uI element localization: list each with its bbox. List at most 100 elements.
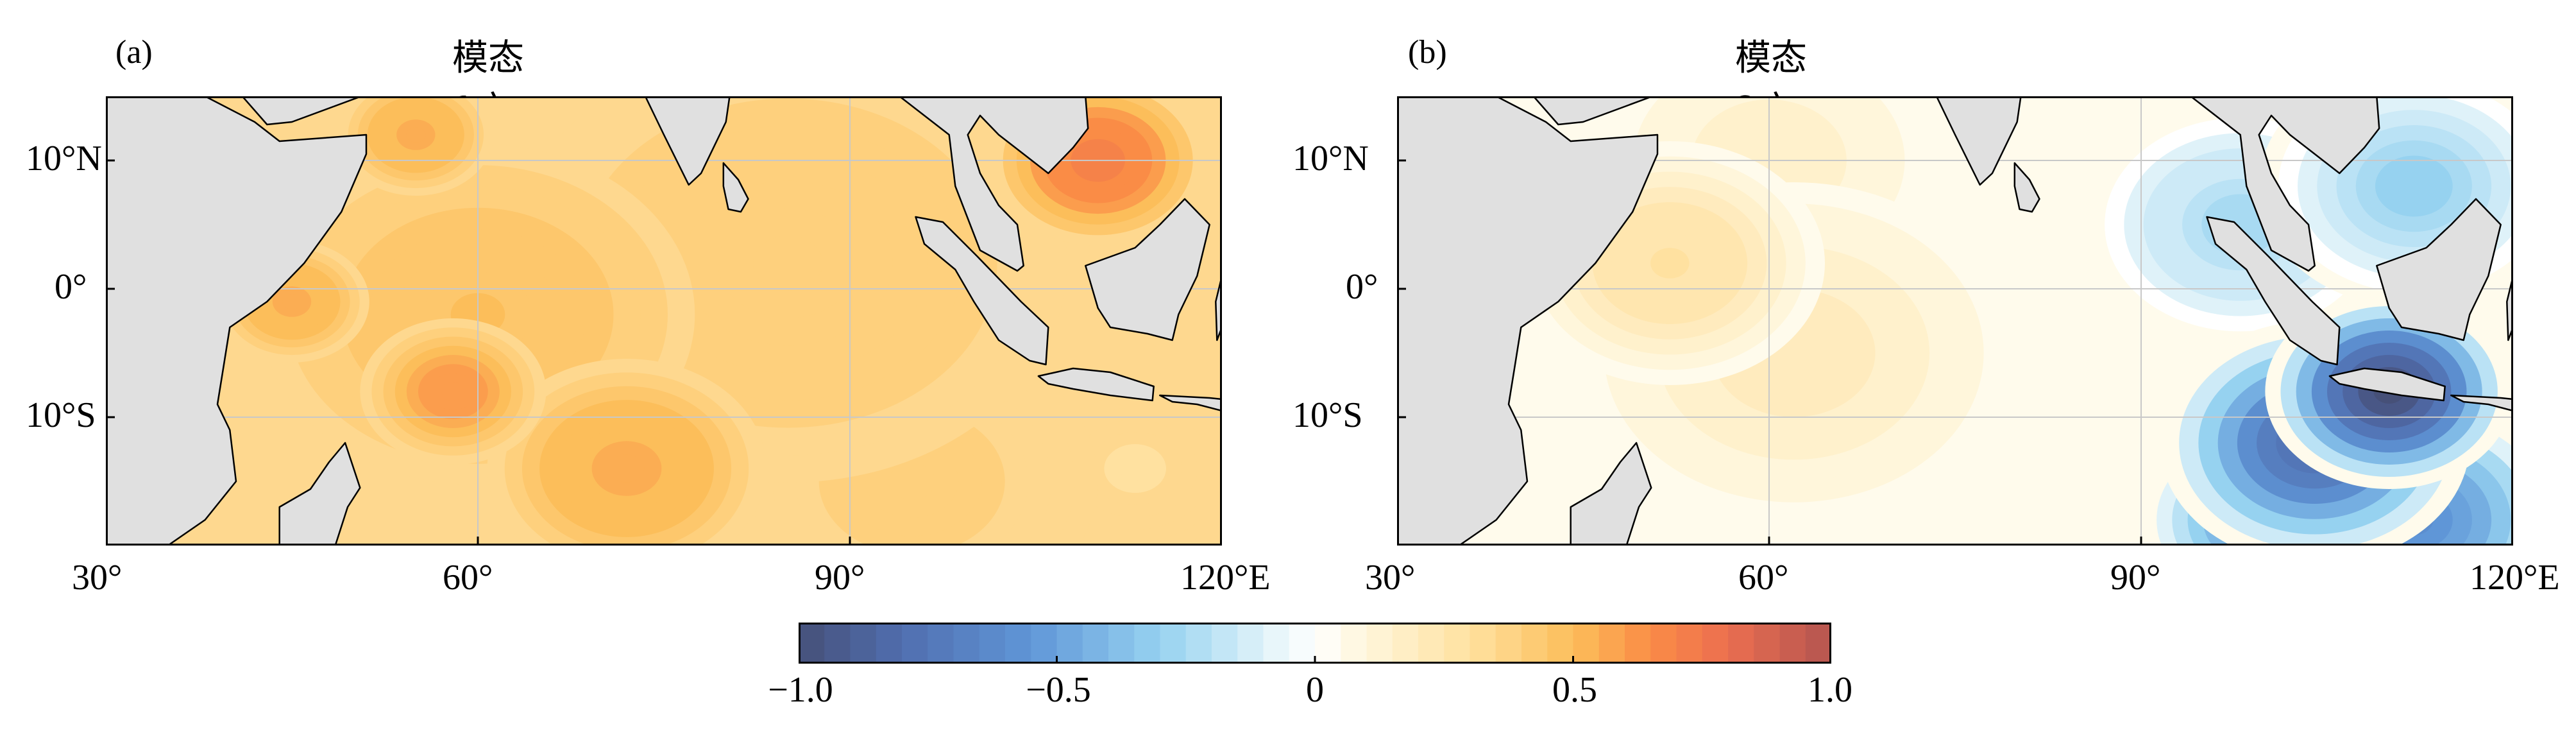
sumatra-landmass bbox=[2206, 216, 2341, 366]
colorbar-cell bbox=[953, 623, 980, 664]
colorbar-svg bbox=[799, 623, 1831, 664]
colorbar-cell bbox=[1598, 623, 1625, 664]
colorbar-cell bbox=[799, 623, 825, 664]
colorbar-tick-neg1: −1.0 bbox=[768, 670, 833, 710]
colorbar-cell bbox=[902, 623, 928, 664]
panel-b-lon-tick-120e: 120°E bbox=[2470, 558, 2560, 598]
colorbar-cell bbox=[824, 623, 851, 664]
colorbar-cell bbox=[1754, 623, 1781, 664]
colorbar-cell bbox=[979, 623, 1006, 664]
colorbar-cell bbox=[1444, 623, 1471, 664]
africa-landmass bbox=[106, 96, 368, 546]
madagascar-landmass bbox=[278, 442, 361, 546]
colorbar-cell bbox=[1779, 623, 1806, 664]
indochina-landmass bbox=[874, 96, 1089, 272]
contour-ring bbox=[1650, 248, 1690, 279]
colorbar-cell bbox=[1160, 623, 1187, 664]
colorbar-cell bbox=[1495, 623, 1522, 664]
panel-a-lon-tick-30: 30° bbox=[72, 558, 123, 598]
colorbar-cell bbox=[1366, 623, 1393, 664]
contour-ring bbox=[282, 294, 302, 309]
panel-b-label: (b) bbox=[1408, 34, 1447, 71]
colorbar-cell bbox=[1676, 623, 1703, 664]
contour-ring bbox=[888, 463, 935, 500]
panel-b-lat-tick-10n: 10°N bbox=[1292, 139, 1369, 178]
colorbar-cell bbox=[1263, 623, 1290, 664]
map-border bbox=[1397, 96, 2513, 546]
colorbar-cell bbox=[1289, 623, 1316, 664]
contour-ring bbox=[2394, 171, 2434, 202]
panel-a-lon-tick-120e: 120°E bbox=[1180, 558, 1271, 598]
colorbar-cell bbox=[1547, 623, 1574, 664]
borneo-landmass bbox=[1085, 198, 1210, 341]
colorbar-cell bbox=[1082, 623, 1109, 664]
colorbar-cell bbox=[1341, 623, 1368, 664]
india-landmass bbox=[601, 96, 731, 186]
lesser-sunda-landmass bbox=[2450, 394, 2513, 412]
colorbar-cell bbox=[1470, 623, 1496, 664]
lesser-sunda-landmass bbox=[1159, 394, 1222, 412]
colorbar-cell bbox=[1315, 623, 1341, 664]
panel-a-map-svg bbox=[106, 96, 1222, 546]
panel-b-lat-tick-10s: 10°S bbox=[1292, 395, 1363, 435]
colorbar-cell bbox=[1650, 623, 1677, 664]
indochina-landmass bbox=[2165, 96, 2380, 272]
madagascar-landmass bbox=[1570, 442, 1652, 546]
panel-b-lat-tick-0: 0° bbox=[1346, 267, 1378, 307]
panel-b-lon-tick-90: 90° bbox=[2110, 558, 2161, 598]
colorbar-cell bbox=[1031, 623, 1058, 664]
panel-b-lon-tick-30: 30° bbox=[1365, 558, 1416, 598]
map-border bbox=[106, 96, 1222, 546]
colorbar-cell bbox=[1418, 623, 1445, 664]
colorbar-cell bbox=[1625, 623, 1651, 664]
panel-a-lon-tick-60: 60° bbox=[443, 558, 493, 598]
colorbar-cell bbox=[850, 623, 877, 664]
panel-a-lon-tick-90: 90° bbox=[815, 558, 865, 598]
panel-b-lon-tick-60: 60° bbox=[1738, 558, 1789, 598]
sri-lanka-landmass bbox=[2013, 162, 2040, 213]
contour-ring bbox=[752, 236, 823, 291]
contour-ring bbox=[406, 127, 426, 142]
africa-landmass bbox=[1397, 96, 1659, 546]
colorbar-cell bbox=[928, 623, 954, 664]
panel-a-lat-tick-10s: 10°S bbox=[26, 395, 96, 435]
land-layer bbox=[1397, 96, 2513, 546]
colorbar-cell bbox=[1805, 623, 1831, 664]
colorbar-tick-neg05: −0.5 bbox=[1026, 670, 1091, 710]
java-landmass bbox=[1037, 367, 1155, 402]
arabia-landmass bbox=[229, 96, 380, 126]
colorbar-cell bbox=[1134, 623, 1161, 664]
colorbar-cell bbox=[1573, 623, 1600, 664]
colorbar-cell bbox=[1392, 623, 1419, 664]
colorbar-tick-1: 1.0 bbox=[1808, 670, 1852, 710]
borneo-landmass bbox=[2376, 198, 2502, 341]
sri-lanka-landmass bbox=[722, 162, 749, 213]
colorbar-cell bbox=[1108, 623, 1135, 664]
colorbar-cell bbox=[1005, 623, 1031, 664]
contour-ring bbox=[609, 454, 645, 483]
contour-ring bbox=[1119, 456, 1151, 481]
panel-a-map bbox=[106, 96, 1222, 546]
colorbar bbox=[799, 623, 1831, 664]
contour-ring bbox=[441, 382, 465, 401]
panel-b-map bbox=[1397, 96, 2513, 546]
colorbar-tick-05: 0.5 bbox=[1552, 670, 1597, 710]
panel-b-map-svg bbox=[1397, 96, 2513, 546]
panel-a-label: (a) bbox=[115, 34, 153, 71]
colorbar-cell bbox=[1212, 623, 1238, 664]
colorbar-cell bbox=[1237, 623, 1264, 664]
panel-a-lat-tick-0: 0° bbox=[55, 267, 87, 307]
colorbar-cell bbox=[1185, 623, 1212, 664]
sumatra-landmass bbox=[915, 216, 1049, 366]
java-landmass bbox=[2328, 367, 2446, 402]
colorbar-cell bbox=[876, 623, 902, 664]
india-landmass bbox=[1892, 96, 2022, 186]
colorbar-tick-0: 0 bbox=[1306, 670, 1324, 710]
colorbar-cell bbox=[1056, 623, 1083, 664]
land-layer bbox=[106, 96, 1222, 546]
colorbar-cell bbox=[1728, 623, 1754, 664]
colorbar-cell bbox=[1521, 623, 1548, 664]
arabia-landmass bbox=[1520, 96, 1671, 126]
colorbar-cell bbox=[1702, 623, 1729, 664]
panel-a-lat-tick-10n: 10°N bbox=[26, 139, 102, 178]
